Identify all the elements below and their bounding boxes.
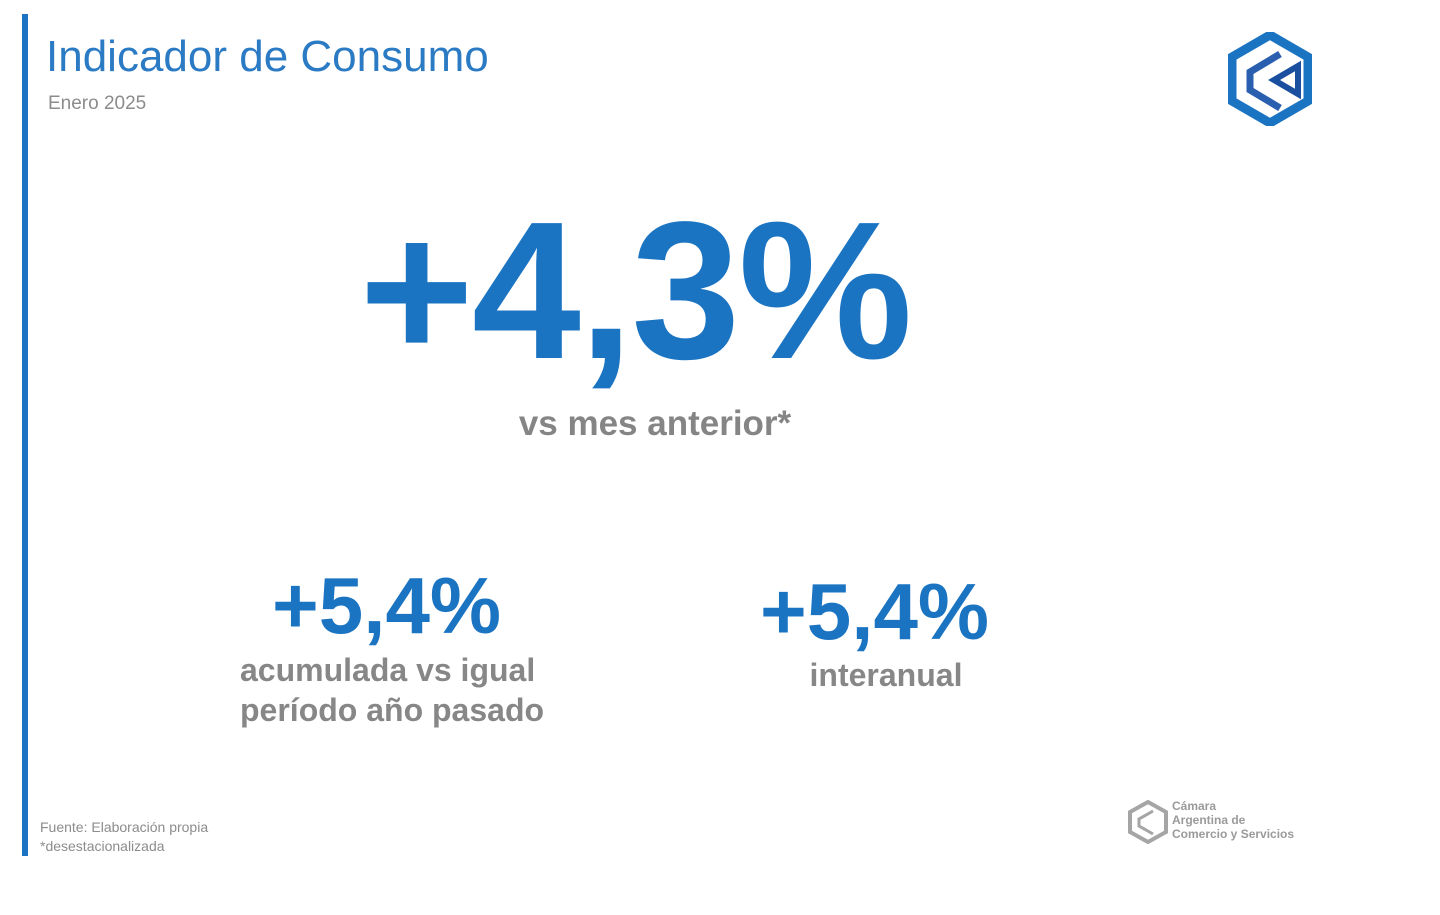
footer-source: Fuente: Elaboración propia bbox=[40, 819, 209, 835]
brand-logo-icon bbox=[1128, 799, 1168, 845]
cac-logo-icon bbox=[1227, 29, 1313, 129]
brand-line: Cámara bbox=[1172, 799, 1217, 813]
accumulated-value: +5,4% bbox=[272, 561, 502, 650]
brand-name: Cámara Argentina de Comercio y Servicios bbox=[1172, 799, 1294, 841]
accent-bar bbox=[22, 14, 28, 856]
footer-notes: Fuente: Elaboración propia *desestaciona… bbox=[40, 818, 208, 856]
accumulated-caption-line: acumulada vs igual bbox=[240, 652, 536, 688]
yoy-caption: interanual bbox=[809, 657, 963, 693]
brand-line: Argentina de bbox=[1172, 813, 1246, 827]
page-title: Indicador de Consumo bbox=[46, 32, 489, 81]
main-indicator-caption: vs mes anterior* bbox=[518, 404, 792, 443]
accumulated-caption-line: período año pasado bbox=[240, 692, 545, 728]
accumulated-caption: acumulada vs igual período año pasado bbox=[240, 650, 544, 730]
footer-note: *desestacionalizada bbox=[40, 838, 165, 854]
yoy-value: +5,4% bbox=[760, 567, 990, 656]
page-subtitle: Enero 2025 bbox=[48, 93, 147, 114]
main-indicator-value: +4,3% bbox=[359, 181, 912, 400]
brand-line: Comercio y Servicios bbox=[1172, 827, 1295, 841]
